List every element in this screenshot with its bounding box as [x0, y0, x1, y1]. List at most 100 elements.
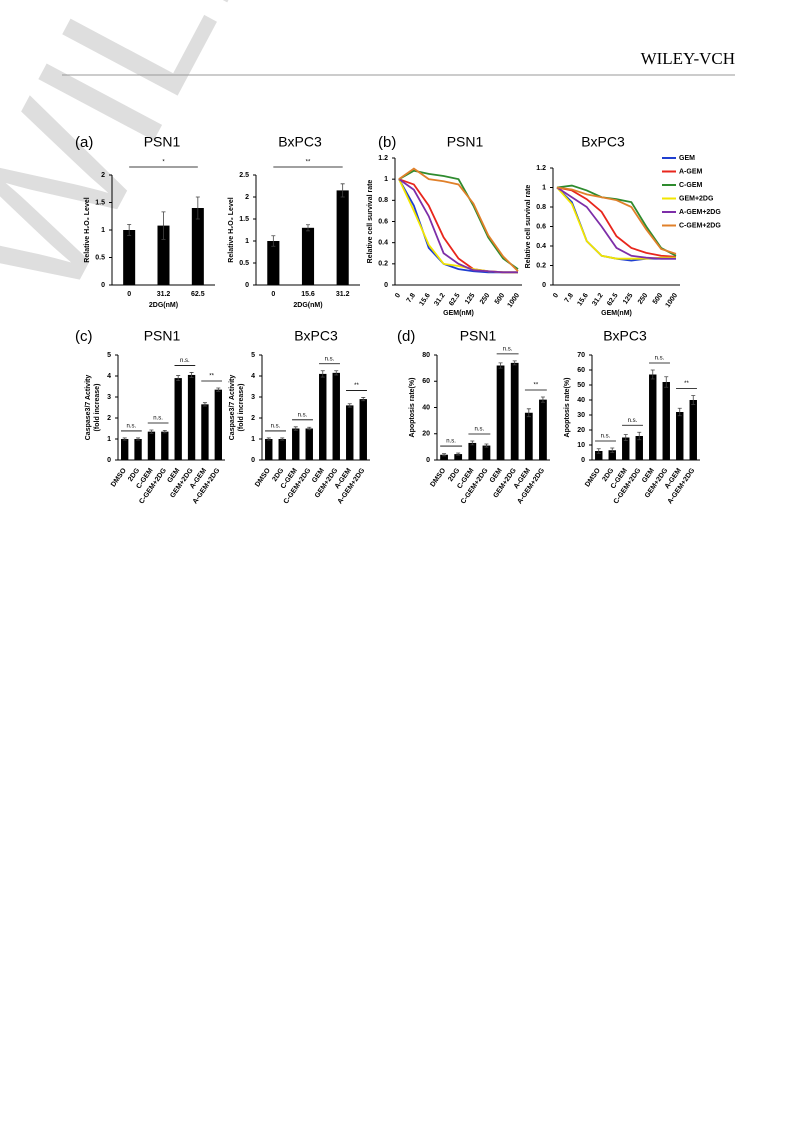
- bar: [191, 208, 204, 285]
- significance-label: n.s.: [127, 424, 137, 430]
- x-tick-label: 7.8: [564, 292, 575, 304]
- y-tick-label: 70: [577, 352, 585, 359]
- y-tick-label: 0: [542, 282, 546, 289]
- significance-label: **: [306, 160, 311, 166]
- chart-title: BxPC3: [581, 134, 625, 150]
- error-bar: [526, 408, 531, 418]
- series-line: [398, 167, 519, 272]
- bar: [161, 431, 169, 460]
- x-axis-label: 2DG(nM): [149, 302, 178, 309]
- y-tick-label: 1: [384, 176, 388, 183]
- y-tick-label: 3: [107, 394, 111, 401]
- significance-label: n.s.: [601, 434, 611, 440]
- bar: [336, 190, 349, 285]
- bar: [359, 399, 367, 460]
- y-tick-label: 0: [107, 457, 111, 464]
- x-tick-label: 125: [622, 292, 634, 306]
- error-bar: [320, 370, 325, 378]
- bar: [510, 362, 519, 460]
- x-tick-label: 31.2: [591, 292, 605, 307]
- bar: [319, 373, 327, 460]
- y-axis-label: Apoptosis rate(%): [564, 378, 571, 438]
- y-tick-label: 0: [251, 457, 255, 464]
- y-tick-label: 0: [426, 457, 430, 464]
- series-line: [398, 178, 518, 274]
- x-tick-label: 250: [479, 292, 491, 306]
- error-bar: [540, 396, 545, 403]
- error-bar: [127, 224, 132, 236]
- y-axis-label: (fold increase): [238, 384, 245, 432]
- legend-label: C-GEM+2DG: [679, 222, 721, 229]
- significance-label: n.s.: [271, 424, 281, 430]
- y-tick-label: 4: [251, 373, 255, 380]
- bar: [214, 389, 222, 460]
- y-tick-label: 2: [245, 194, 249, 201]
- x-tick-label: 0: [552, 292, 560, 299]
- significance-label: n.s.: [628, 418, 638, 424]
- bar: [147, 431, 156, 460]
- y-tick-label: 60: [577, 367, 585, 374]
- error-bar: [216, 387, 221, 392]
- x-tick-label: DMSO: [110, 467, 128, 489]
- y-tick-label: 0.2: [378, 261, 388, 268]
- bar: [278, 439, 286, 460]
- y-axis-label: Caspase3/7 Activity: [85, 375, 92, 441]
- x-tick-label: 15.6: [576, 292, 590, 307]
- significance-label: **: [684, 381, 689, 387]
- bar: [440, 454, 448, 460]
- panel-label: (d): [397, 328, 415, 345]
- x-tick-label: 15.6: [301, 291, 315, 298]
- error-bar: [307, 426, 312, 431]
- y-tick-label: 20: [422, 431, 430, 438]
- publisher: WILEY-VCH: [641, 49, 735, 68]
- bar: [157, 225, 170, 285]
- legend-label: GEM: [679, 155, 695, 162]
- significance-label: n.s.: [475, 427, 485, 433]
- y-tick-label: 0.4: [378, 240, 388, 247]
- y-tick-label: 50: [577, 382, 585, 389]
- significance-label: **: [354, 383, 359, 389]
- y-tick-label: 2: [107, 415, 111, 422]
- error-bar: [334, 370, 339, 376]
- error-bar: [280, 437, 285, 441]
- panel-label: (c): [75, 328, 93, 345]
- error-bar: [610, 447, 615, 453]
- legend-label: A-GEM: [679, 168, 703, 175]
- bar: [301, 227, 315, 285]
- error-bar: [340, 183, 345, 198]
- chart-title: PSN1: [460, 328, 497, 344]
- x-tick-label: 0: [394, 292, 402, 299]
- series-line: [556, 186, 677, 255]
- x-tick-label: 500: [494, 292, 506, 306]
- legend-label: A-GEM+2DG: [679, 209, 721, 216]
- x-axis-label: GEM(nM): [443, 310, 474, 317]
- significance-label: n.s.: [298, 412, 308, 418]
- series-line: [556, 186, 676, 260]
- y-tick-label: 5: [251, 352, 255, 359]
- x-tick-label: 0: [271, 291, 275, 298]
- chart-title: BxPC3: [294, 328, 338, 344]
- legend-label: GEM+2DG: [679, 195, 714, 202]
- error-bar: [195, 196, 200, 220]
- y-tick-label: 0: [101, 282, 105, 289]
- x-tick-label: 31.2: [336, 291, 350, 298]
- chart-title: BxPC3: [278, 134, 322, 150]
- x-tick-label: 15.6: [418, 292, 432, 307]
- y-tick-label: 0.8: [536, 204, 546, 211]
- x-tick-label: DMSO: [584, 467, 602, 489]
- error-bar: [650, 369, 655, 380]
- x-tick-label: 0: [127, 291, 131, 298]
- error-bar: [691, 395, 696, 405]
- bar: [123, 230, 136, 285]
- error-bar: [677, 407, 682, 417]
- bar: [595, 451, 603, 460]
- x-tick-label: 125: [464, 292, 476, 306]
- error-bar: [361, 397, 366, 402]
- bar: [524, 412, 533, 460]
- bar: [346, 405, 354, 460]
- significance-label: n.s.: [655, 356, 665, 362]
- error-bar: [442, 453, 447, 457]
- error-bar: [176, 375, 181, 382]
- x-tick-label: 1000: [664, 292, 679, 309]
